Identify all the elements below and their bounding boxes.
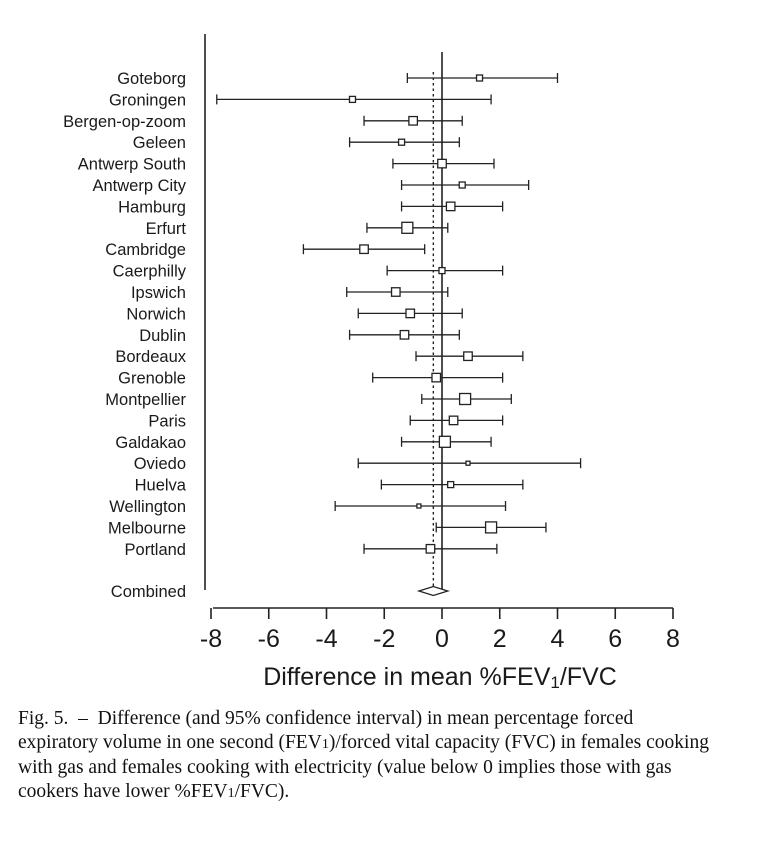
study-row: Oviedo — [134, 455, 582, 473]
study-label: Grenoble — [118, 370, 186, 388]
caption-text-3: /FVC). — [234, 780, 290, 802]
point-estimate-square — [484, 521, 498, 534]
x-axis-ticks: -8 -6 -4 -2 0 2 4 6 8 — [200, 608, 680, 653]
point-estimate-square — [359, 244, 369, 255]
study-label: Huelva — [135, 477, 187, 495]
caption-subscript-1: 1 — [321, 735, 329, 752]
caption-subscript-2: 1 — [227, 784, 235, 801]
point-estimate-square — [390, 287, 401, 297]
study-row: Hamburg — [118, 198, 504, 216]
x-tick-label: -2 — [373, 625, 395, 653]
study-row: Caerphilly — [113, 263, 504, 281]
combined-row: Combined — [111, 583, 450, 601]
point-estimate-square — [465, 460, 471, 466]
study-row: Portland — [125, 541, 498, 559]
caption-text-1: Difference (and 95% confidence interval)… — [18, 708, 634, 753]
point-estimate-square — [438, 266, 446, 275]
x-tick-label: 4 — [551, 625, 565, 653]
point-estimate-square — [458, 392, 472, 406]
study-label: Erfurt — [146, 220, 187, 238]
point-estimate-square — [445, 201, 456, 212]
point-estimate-square — [401, 221, 414, 234]
figure-caption: Fig. 5. – Difference (and 95% confidence… — [18, 707, 718, 805]
x-tick-label: -6 — [258, 625, 280, 653]
point-estimate-square — [408, 115, 419, 126]
point-estimate-square — [431, 372, 442, 383]
study-row: Groningen — [109, 91, 492, 109]
study-label: Goteborg — [117, 70, 186, 88]
x-axis-title-end: /FVC — [560, 663, 617, 691]
caption-dash: – — [78, 708, 88, 729]
x-tick-label: 2 — [493, 625, 507, 653]
study-label: Montpellier — [105, 391, 186, 409]
caption-text-2: )/forced vital capacity (FVC) in females… — [18, 731, 709, 802]
study-label: Melbourne — [108, 519, 186, 537]
point-estimate-square — [399, 329, 410, 340]
point-estimate-square — [447, 480, 455, 489]
study-row: Cambridge — [105, 241, 426, 259]
x-tick-label: -8 — [200, 625, 222, 653]
study-row: Montpellier — [105, 391, 512, 409]
study-label: Geleen — [133, 134, 186, 152]
x-tick-label: 6 — [608, 625, 622, 653]
study-label: Groningen — [109, 91, 186, 109]
point-estimate-square — [438, 435, 452, 448]
study-label: Paris — [148, 412, 186, 430]
study-label: Oviedo — [134, 455, 186, 473]
study-row: Bordeaux — [115, 348, 524, 366]
point-estimate-square — [458, 181, 466, 189]
study-row: Wellington — [109, 498, 507, 516]
point-estimate-square — [437, 158, 447, 169]
study-row: Bergen-op-zoom — [63, 113, 463, 131]
figure-label: Fig. 5. — [18, 708, 69, 729]
study-row: Dublin — [139, 327, 460, 345]
study-label: Bordeaux — [115, 348, 186, 366]
point-estimate-square — [397, 138, 406, 146]
x-axis-title-main: Difference in mean %FEV — [263, 663, 550, 691]
point-estimate-square — [463, 351, 473, 362]
point-estimate-square — [348, 95, 357, 104]
point-estimate-square — [425, 543, 436, 554]
combined-label: Combined — [111, 583, 186, 601]
x-tick-label: -4 — [315, 625, 337, 653]
forest-plot: Goteborg Groningen Bergen-op-zoom Geleen Ant… — [63, 34, 680, 692]
x-tick-label: 8 — [666, 625, 680, 653]
study-row: Galdakao — [115, 434, 492, 452]
point-estimate-square — [475, 74, 484, 82]
study-row: Paris — [148, 412, 504, 430]
combined-estimate-diamond — [416, 585, 450, 597]
point-estimate-square — [416, 503, 422, 509]
study-row: Goteborg — [117, 70, 559, 88]
study-label: Wellington — [109, 498, 186, 516]
study-label: Portland — [125, 541, 186, 559]
study-label: Galdakao — [115, 434, 186, 452]
study-row: Antwerp South — [78, 156, 495, 174]
study-label: Cambridge — [105, 241, 186, 259]
x-axis-title-subscript: 1 — [550, 673, 559, 692]
study-row: Huelva — [135, 477, 524, 495]
x-axis-title: Difference in mean %FEV1/FVC — [263, 663, 617, 692]
point-estimate-square — [448, 415, 459, 426]
study-row: Norwich — [126, 305, 463, 323]
point-estimate-square — [405, 308, 416, 319]
study-label: Hamburg — [118, 198, 186, 216]
study-row: Erfurt — [146, 220, 449, 238]
study-row: Geleen — [133, 134, 460, 152]
study-label: Antwerp South — [78, 156, 186, 174]
study-label: Dublin — [139, 327, 186, 345]
study-label: Caerphilly — [113, 263, 187, 281]
study-row: Antwerp City — [92, 177, 530, 195]
study-row: Ipswich — [131, 284, 449, 302]
study-row: Melbourne — [108, 519, 547, 537]
study-rows: Goteborg Groningen Bergen-op-zoom Geleen Ant… — [63, 70, 582, 601]
study-label: Antwerp City — [92, 177, 186, 195]
study-row: Grenoble — [118, 370, 504, 388]
x-tick-label: 0 — [435, 625, 449, 653]
study-label: Bergen-op-zoom — [63, 113, 186, 131]
study-label: Norwich — [126, 305, 186, 323]
study-label: Ipswich — [131, 284, 186, 302]
